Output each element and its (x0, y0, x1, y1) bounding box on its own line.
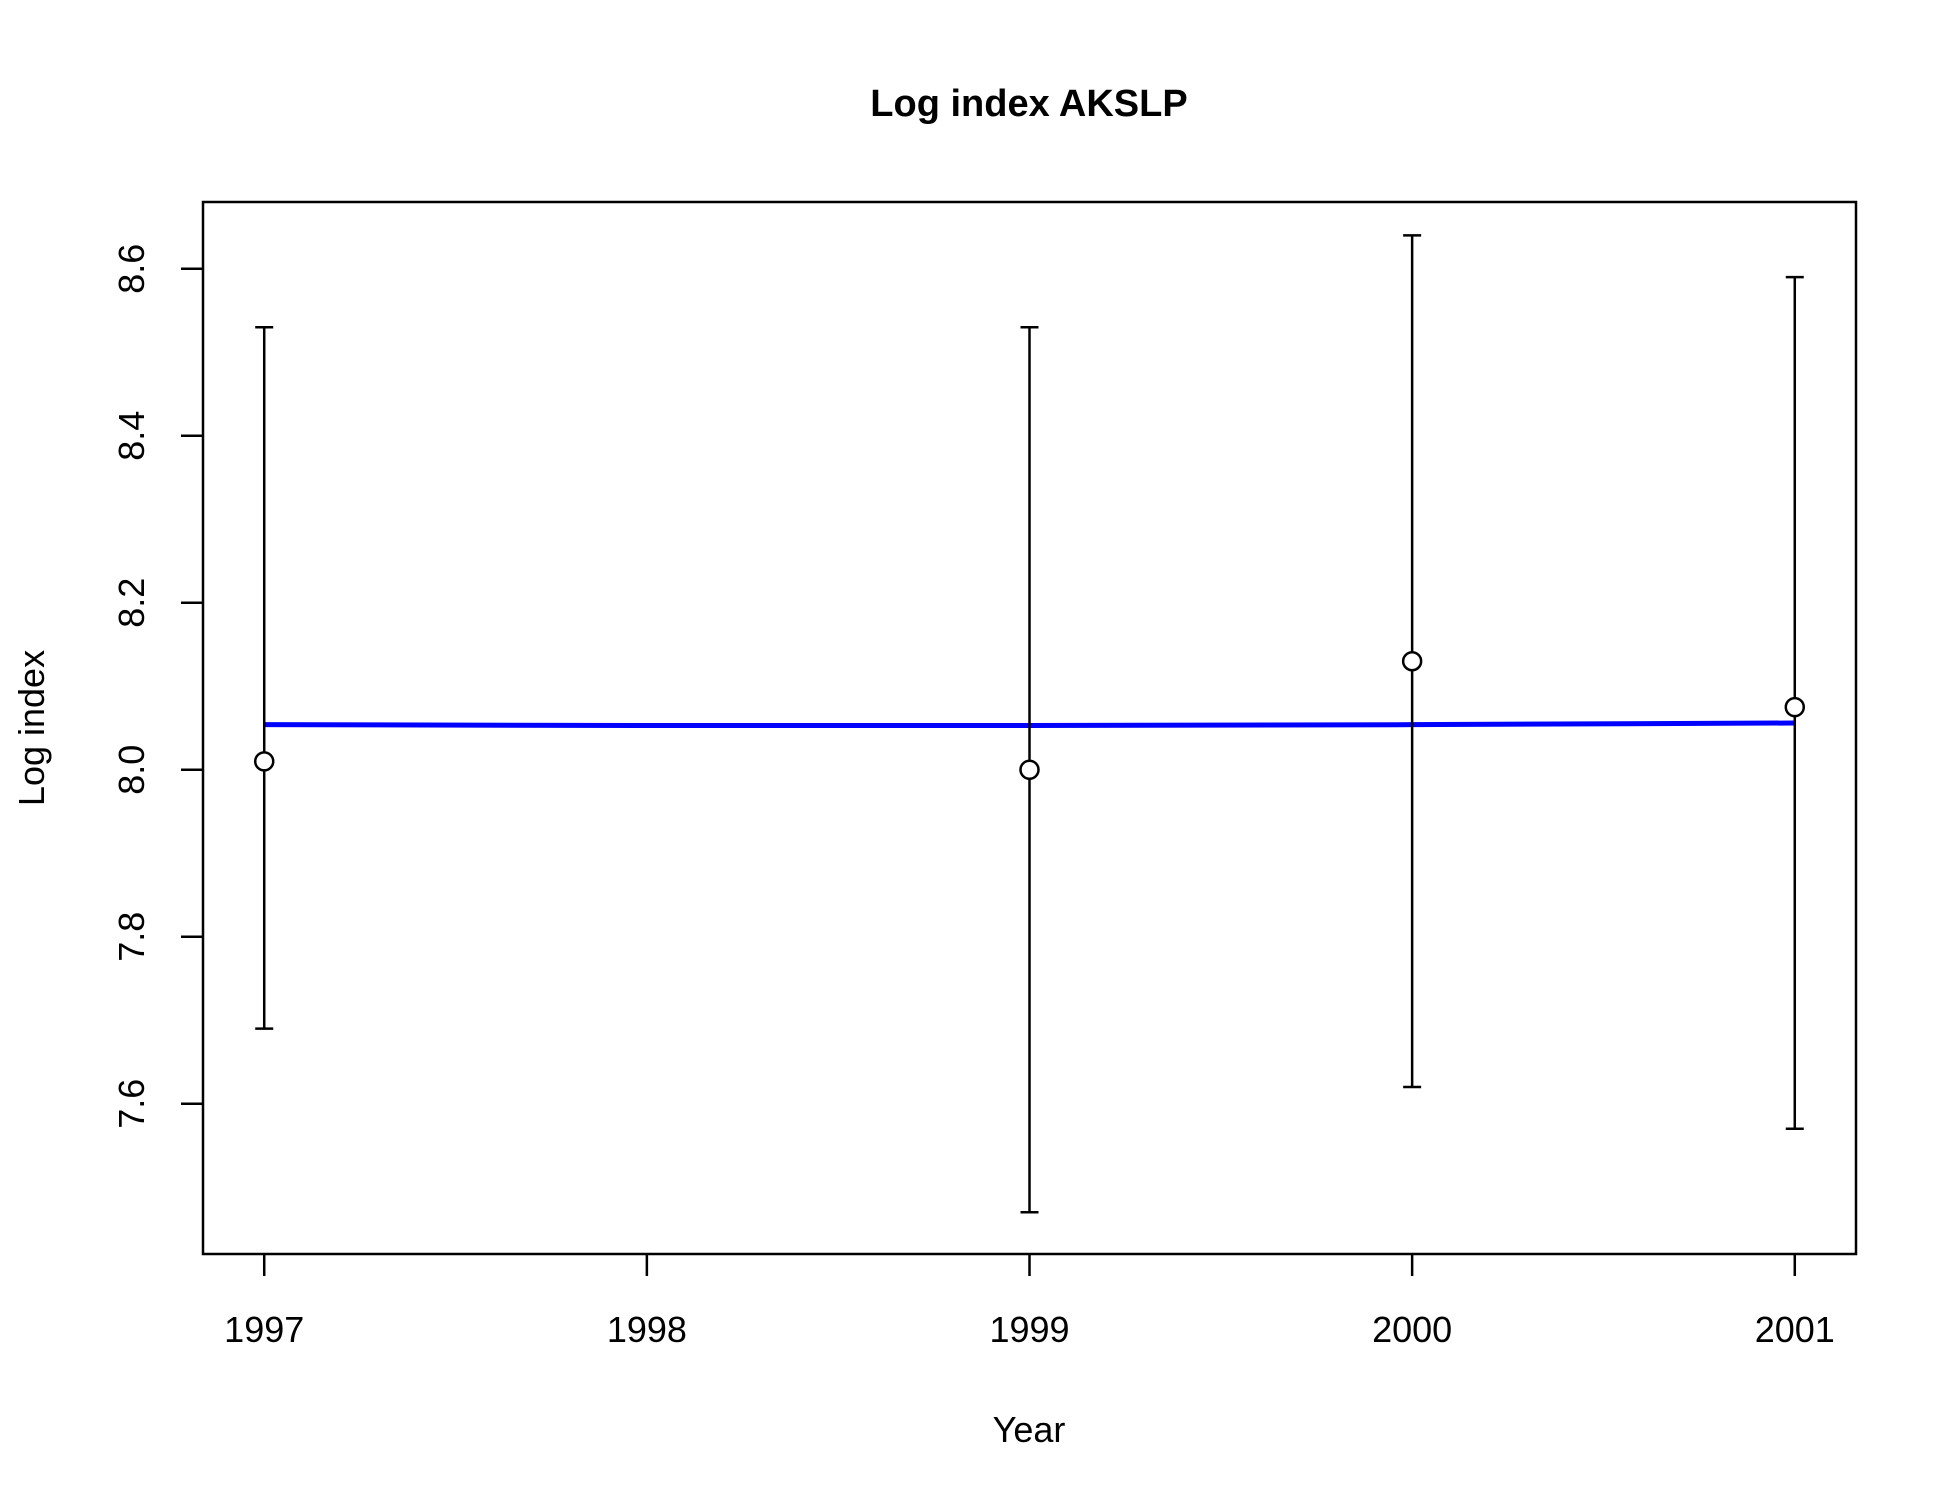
y-tick-label: 8.6 (111, 244, 152, 294)
data-point (253, 751, 275, 772)
y-tick-label: 8.4 (111, 411, 152, 461)
data-point (1019, 759, 1040, 780)
x-tick-label: 1997 (224, 1309, 304, 1350)
x-axis: 1997 1998 1999 2000 2001 (224, 1254, 1835, 1350)
y-tick-label: 8.0 (111, 745, 152, 795)
y-axis: 7.6 7.8 8.0 8.2 8.4 8.6 (111, 244, 203, 1129)
data-point (1401, 650, 1423, 672)
x-tick-label: 1999 (989, 1309, 1069, 1350)
y-tick-label: 8.2 (111, 578, 152, 628)
chart-title: Log index AKSLP (870, 83, 1187, 125)
y-axis-label: Log index (11, 650, 52, 806)
data-point (1784, 696, 1806, 718)
y-tick-label: 7.8 (111, 912, 152, 962)
points-layer (253, 234, 1806, 1214)
x-tick-label: 2001 (1755, 1309, 1835, 1350)
x-tick-label: 1998 (607, 1309, 687, 1350)
x-tick-label: 2000 (1372, 1309, 1452, 1350)
y-tick-label: 7.6 (111, 1079, 152, 1129)
x-axis-label: Year (993, 1409, 1066, 1450)
